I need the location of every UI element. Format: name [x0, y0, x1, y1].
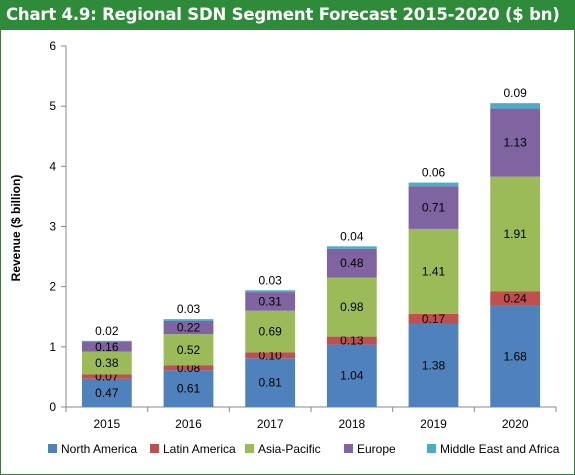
legend-label: North America [61, 442, 137, 456]
bar-segment [408, 313, 459, 324]
bar-segment [408, 186, 459, 229]
bar-segment [245, 358, 296, 407]
x-tick-label: 2018 [338, 417, 365, 431]
legend-swatch [245, 444, 254, 453]
legend-swatch [150, 444, 159, 453]
bar-segment [490, 103, 541, 109]
y-tick-label: 5 [49, 99, 56, 113]
bar-segment [490, 108, 541, 177]
data-label: 1.68 [503, 349, 527, 363]
chart-title: Chart 4.9: Regional SDN Segment Forecast… [6, 5, 560, 24]
x-tick-label: 2020 [502, 417, 529, 431]
data-label: 0.71 [422, 201, 446, 215]
bar-segment [163, 370, 214, 407]
bar-segment [163, 320, 214, 335]
bar-segment [245, 290, 296, 293]
data-label: 0.81 [258, 376, 282, 390]
data-label: 1.91 [503, 227, 527, 241]
data-label: 0.31 [258, 294, 282, 308]
data-label: 0.48 [340, 256, 364, 270]
data-label: 0.38 [95, 356, 119, 370]
data-label: 0.04 [340, 229, 364, 243]
data-label: 0.06 [422, 166, 446, 180]
y-tick-label: 2 [49, 280, 56, 294]
legend-label: Latin America [163, 442, 236, 456]
data-label: 0.16 [95, 340, 119, 354]
data-label: 0.03 [258, 273, 282, 287]
y-tick-label: 6 [49, 39, 56, 53]
y-tick-label: 1 [49, 340, 56, 354]
data-label: 1.38 [422, 358, 446, 372]
bar-segment [81, 374, 132, 379]
bar-segment [245, 352, 296, 359]
data-label: 0.09 [503, 86, 527, 100]
bar-segment [81, 351, 132, 375]
data-label: 1.04 [340, 369, 364, 383]
bar-segment [163, 365, 214, 371]
data-label: 1.41 [422, 264, 446, 278]
legend-label: Middle East and Africa [440, 442, 560, 456]
x-tick-label: 2016 [175, 417, 202, 431]
data-label: 0.61 [177, 382, 201, 396]
bar-segment [326, 336, 377, 345]
y-tick-label: 4 [49, 159, 56, 173]
data-label: 0.98 [340, 300, 364, 314]
data-label: 0.17 [422, 312, 446, 326]
bar-segment [245, 310, 296, 353]
data-label: 0.02 [95, 324, 119, 338]
legend-swatch [48, 444, 57, 453]
bar-segment [81, 340, 132, 343]
data-label: 0.24 [503, 292, 527, 306]
bar-segment [245, 292, 296, 311]
bar-segment [326, 277, 377, 337]
plot-area: 01234560.470.070.380.160.0220150.610.080… [49, 39, 557, 431]
bar-segment [81, 342, 132, 352]
y-tick-label: 3 [49, 220, 56, 234]
data-label: 0.47 [95, 386, 119, 400]
title-bar: Chart 4.9: Regional SDN Segment Forecast… [0, 0, 575, 30]
bar-segment [326, 248, 377, 278]
bar-segment [408, 182, 459, 187]
bar-segment [81, 378, 132, 407]
data-label: 0.03 [177, 302, 201, 316]
data-label: 1.13 [503, 136, 527, 150]
bar-segment [408, 228, 459, 314]
data-label: 0.13 [340, 334, 364, 348]
bar-segment [408, 323, 459, 407]
legend-label: Asia-Pacific [258, 442, 321, 456]
bar-segment [490, 176, 541, 292]
x-tick-label: 2019 [420, 417, 447, 431]
y-tick-label: 0 [49, 400, 56, 414]
data-label: 0.69 [258, 324, 282, 338]
data-label: 0.22 [177, 321, 201, 335]
y-axis-label: Revenue ($ billion) [9, 175, 23, 282]
x-tick-label: 2017 [257, 417, 284, 431]
bar-segment [163, 319, 214, 321]
bar-segment [163, 334, 214, 366]
data-label: 0.52 [177, 343, 201, 357]
legend-swatch [427, 444, 436, 453]
bar-segment [490, 305, 541, 407]
legend: North America Latin America Asia-Pacific Eu… [48, 442, 560, 456]
x-tick-label: 2015 [93, 417, 120, 431]
legend-label: Europe [357, 442, 396, 456]
bar-segment [490, 291, 541, 306]
bar-segment [326, 246, 377, 249]
legend-swatch [344, 444, 353, 453]
bar-segment [326, 344, 377, 407]
